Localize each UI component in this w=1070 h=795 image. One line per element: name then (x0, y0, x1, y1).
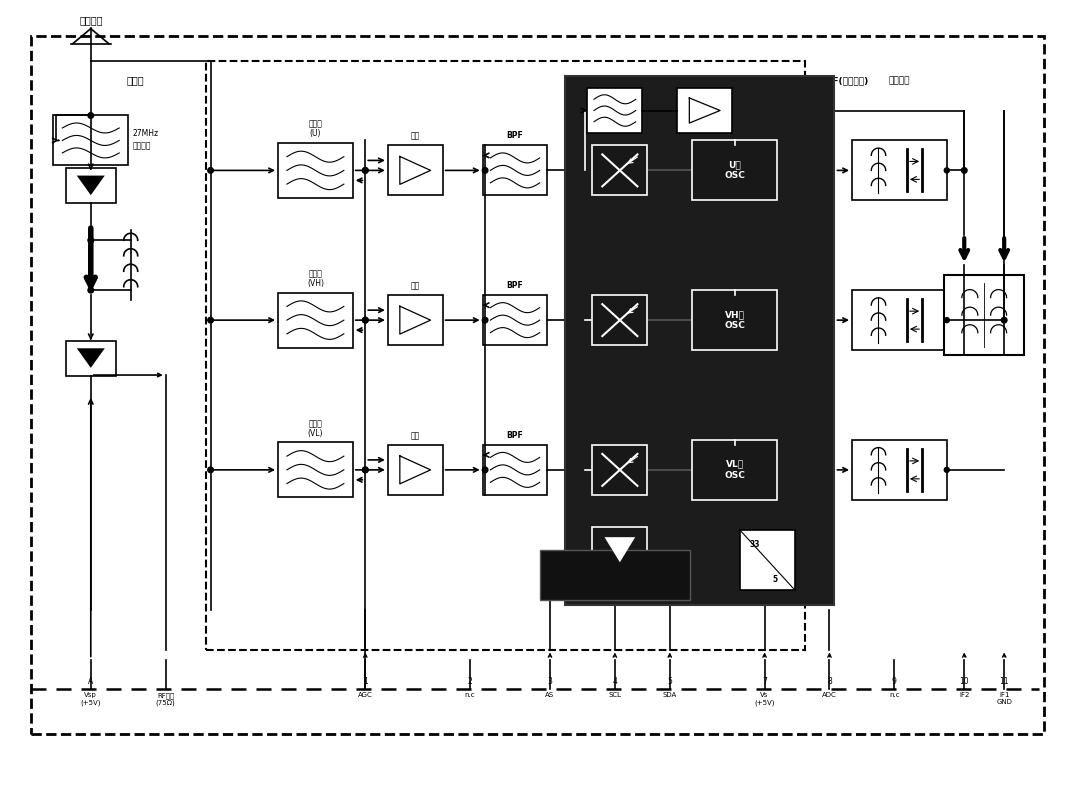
Text: 9: 9 (892, 677, 897, 687)
Bar (852, 141, 947, 200)
Circle shape (363, 317, 368, 323)
Circle shape (208, 467, 213, 473)
Polygon shape (77, 176, 105, 195)
Text: SDA: SDA (662, 692, 677, 699)
Circle shape (363, 168, 368, 173)
Circle shape (363, 467, 368, 473)
Text: AS: AS (546, 692, 554, 699)
Circle shape (945, 168, 949, 173)
Text: 谐振电路: 谐振电路 (888, 76, 911, 85)
Circle shape (208, 317, 213, 323)
Bar (593, 295, 647, 345)
Circle shape (945, 318, 949, 323)
Bar (54, 115, 128, 165)
Bar (278, 293, 353, 347)
Circle shape (363, 168, 368, 173)
Circle shape (363, 467, 368, 473)
Bar (593, 445, 647, 494)
Circle shape (208, 168, 213, 173)
Text: AGC: AGC (358, 692, 372, 699)
Text: 7: 7 (762, 677, 767, 687)
Text: ADC: ADC (822, 692, 837, 699)
Bar (692, 141, 777, 200)
Text: 中频段
(VH): 中频段 (VH) (307, 270, 324, 289)
Bar (945, 275, 1024, 355)
Text: 5: 5 (773, 575, 777, 584)
Text: 分路器: 分路器 (127, 76, 144, 86)
Text: 33: 33 (749, 541, 760, 549)
Text: 8: 8 (827, 677, 831, 687)
Circle shape (483, 317, 488, 323)
Text: 1: 1 (363, 677, 368, 687)
Text: 27MHz: 27MHz (133, 129, 158, 138)
Bar (593, 145, 647, 196)
Circle shape (363, 317, 368, 323)
Bar (739, 529, 795, 590)
Bar (483, 445, 548, 494)
Bar (31, 36, 1044, 735)
Text: 11: 11 (999, 677, 1009, 687)
Bar (483, 295, 548, 345)
Bar (483, 145, 548, 196)
Text: IF2: IF2 (959, 692, 969, 699)
Bar (387, 145, 443, 196)
Polygon shape (77, 348, 105, 368)
Text: BPF: BPF (507, 281, 523, 290)
Bar (593, 527, 647, 572)
Polygon shape (605, 537, 636, 562)
Text: Vs
(+5V): Vs (+5V) (754, 692, 775, 706)
Circle shape (483, 168, 488, 173)
Text: A: A (88, 677, 93, 687)
Bar (387, 445, 443, 494)
Text: U段
OSC: U段 OSC (724, 161, 745, 180)
Bar (852, 290, 947, 350)
Text: RF输出
(75Ω): RF输出 (75Ω) (156, 692, 175, 706)
Text: 吸收电路: 吸收电路 (133, 141, 151, 150)
Bar (278, 443, 353, 498)
Bar (205, 60, 805, 650)
Circle shape (88, 288, 93, 293)
Circle shape (962, 168, 967, 173)
Text: VH段
OSC: VH段 OSC (724, 310, 745, 330)
Text: 射频输入: 射频输入 (79, 16, 103, 25)
Bar (278, 143, 353, 198)
Bar (692, 290, 777, 350)
Circle shape (88, 113, 93, 118)
Text: 3: 3 (548, 677, 552, 687)
Bar (540, 549, 690, 599)
Text: n.c: n.c (464, 692, 475, 699)
Text: 高放: 高放 (411, 281, 419, 290)
Text: SCL: SCL (609, 692, 622, 699)
Text: Vsp
(+5V): Vsp (+5V) (80, 692, 101, 706)
Circle shape (1002, 317, 1007, 323)
Circle shape (483, 467, 488, 473)
Text: 5: 5 (668, 677, 672, 687)
Text: 高放: 高放 (411, 431, 419, 440)
Polygon shape (605, 537, 636, 562)
Text: 4: 4 (612, 677, 617, 687)
Bar (66, 168, 116, 203)
Text: 高放: 高放 (411, 131, 419, 141)
Bar (852, 440, 947, 500)
Circle shape (88, 238, 93, 243)
Text: BPF: BPF (507, 131, 523, 141)
Bar (66, 340, 116, 375)
Bar (565, 76, 835, 605)
Circle shape (945, 467, 949, 472)
Text: n.c: n.c (889, 692, 900, 699)
Bar (587, 88, 642, 133)
Bar (387, 295, 443, 345)
Text: IF1
GND: IF1 GND (996, 692, 1012, 705)
Bar (692, 440, 777, 500)
Text: 2: 2 (468, 677, 473, 687)
Text: 低频段
(VL): 低频段 (VL) (308, 419, 323, 438)
Text: BPF: BPF (507, 431, 523, 440)
Text: 高频段
(U): 高频段 (U) (308, 120, 322, 138)
Text: VL段
OSC: VL段 OSC (724, 460, 745, 480)
Bar (677, 88, 732, 133)
Text: IF(中频输出): IF(中频输出) (829, 76, 869, 85)
Text: 10: 10 (960, 677, 969, 687)
